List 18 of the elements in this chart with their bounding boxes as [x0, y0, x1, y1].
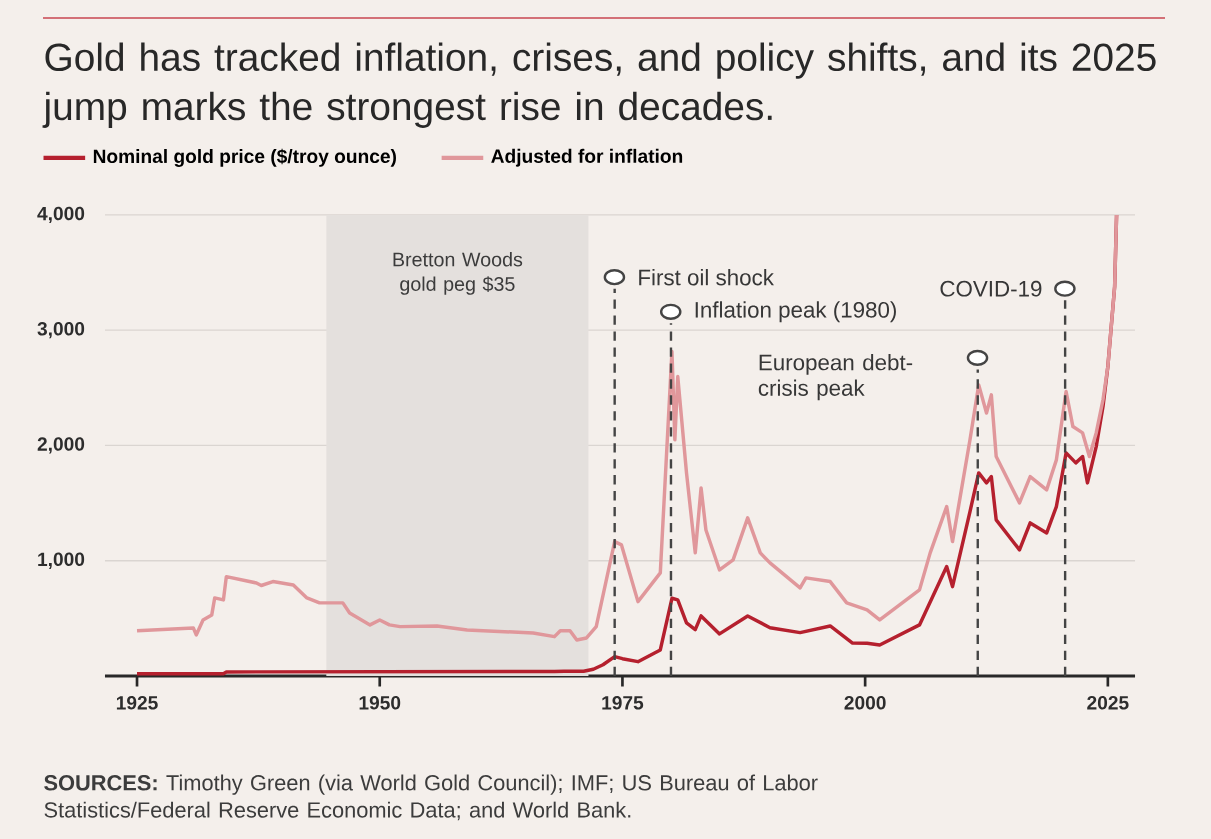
y-tick-label: 1,000 — [38, 552, 85, 569]
y-tick-label: 4,000 — [37, 206, 85, 224]
ref-line-label: First oil shock — [639, 268, 774, 286]
chart-title: Gold has tracked inflation, crises, and policy shifts, and its 2025 jump marks the strongest rise in decades. — [42, 42, 1156, 128]
x-tick-label: 1950 — [359, 696, 401, 710]
ref-line-label: European debt-crisis peak — [758, 353, 913, 401]
legend-label: Adjusted for inflation — [491, 148, 683, 167]
band-label: Bretton Woods gold peg $35 — [393, 252, 523, 295]
y-tick-label: 2,000 — [37, 437, 85, 454]
x-tick-label: 1975 — [602, 696, 644, 710]
text: SOURCES: Timothy Green (via World Gold Council); IMF; US Bureau of Labor Statistics/Federal Reserve Economic Data; and World Bank. — [44, 774, 818, 821]
ref-line-label: COVID-19 — [940, 280, 1042, 297]
x-tick-label: 2025 — [1087, 696, 1129, 710]
x-tick-label: 1925 — [116, 696, 158, 710]
ref-line-label: Inflation peak (1980) — [695, 301, 896, 323]
y-tick-label: 3,000 — [37, 322, 85, 339]
legend-label: Nominal gold price ($/troy ounce) — [93, 148, 396, 167]
x-tick-label: 2000 — [844, 696, 886, 710]
